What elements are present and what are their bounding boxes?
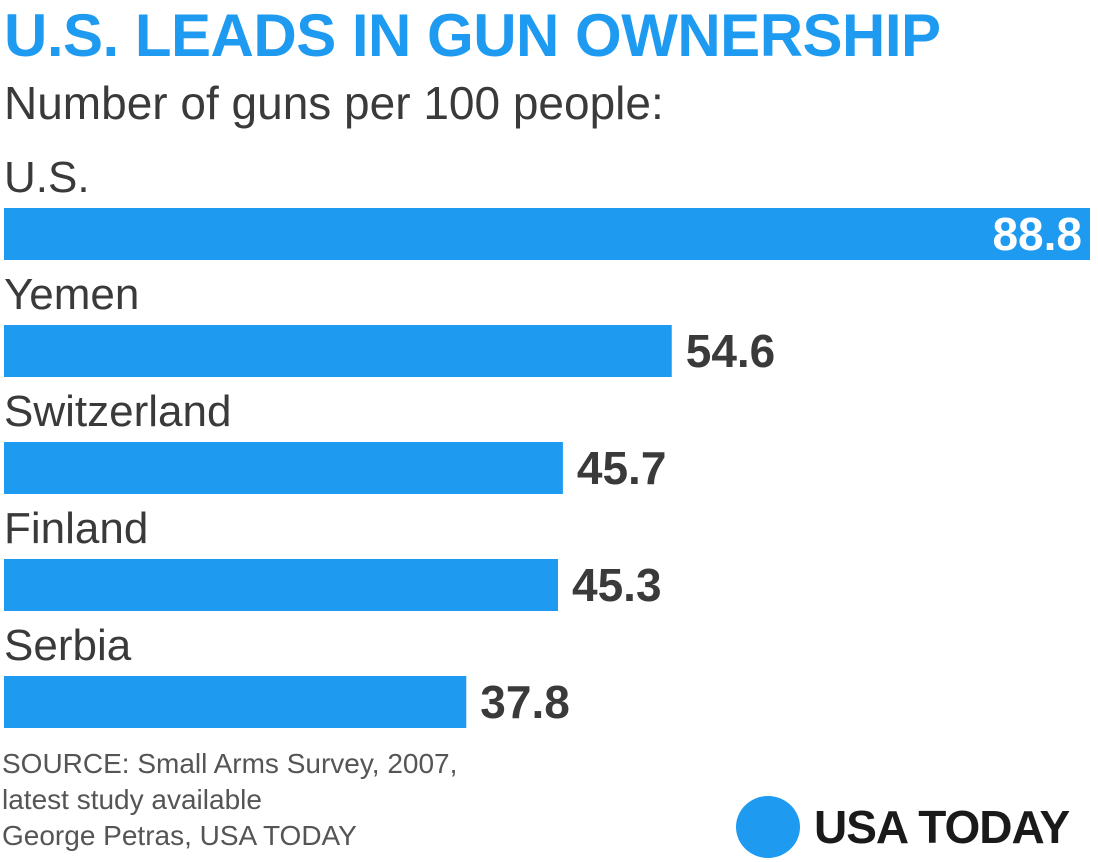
chart-title: U.S. LEADS IN GUN OWNERSHIP xyxy=(4,2,941,69)
bar xyxy=(4,442,563,494)
bar xyxy=(4,559,559,611)
category-label: Serbia xyxy=(4,621,132,670)
category-label: Finland xyxy=(4,504,148,553)
chart-subtitle: Number of guns per 100 people: xyxy=(4,77,664,129)
category-label: Switzerland xyxy=(4,387,231,436)
logo-circle-icon xyxy=(736,796,800,858)
value-label: 37.8 xyxy=(480,676,570,728)
logo-text: USA TODAY xyxy=(814,801,1070,853)
category-label: Yemen xyxy=(4,270,139,319)
value-label: 45.3 xyxy=(572,559,662,611)
credit-line: George Petras, USA TODAY xyxy=(2,820,357,851)
value-label: 88.8 xyxy=(992,208,1082,260)
value-label: 45.7 xyxy=(577,442,667,494)
category-label: U.S. xyxy=(4,153,90,202)
value-label: 54.6 xyxy=(686,325,776,377)
bar xyxy=(4,325,672,377)
source-line-1: SOURCE: Small Arms Survey, 2007, xyxy=(2,748,458,779)
bar xyxy=(4,208,1090,260)
source-line-2: latest study available xyxy=(2,784,262,815)
bar xyxy=(4,676,467,728)
footer: SOURCE: Small Arms Survey, 2007, latest … xyxy=(2,746,457,854)
